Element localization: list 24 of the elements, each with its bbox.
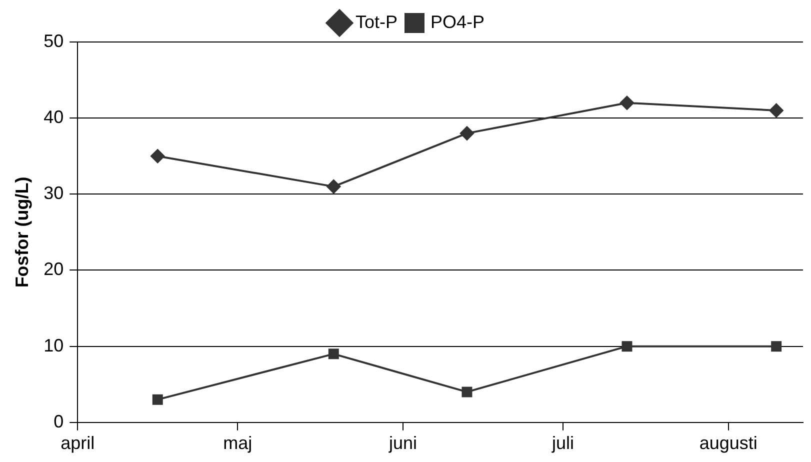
point (150, 149, 165, 164)
y-tick-label: 0 (54, 411, 64, 432)
y-tick-label: 20 (44, 259, 64, 280)
legend-label: Tot-P (355, 12, 398, 32)
x-tick-label: maj (223, 433, 252, 454)
x-tick-label: juli (550, 433, 574, 454)
point (620, 96, 634, 110)
x-tick-label: juni (388, 433, 417, 454)
point (326, 180, 341, 194)
point (771, 341, 782, 352)
point (460, 126, 474, 140)
x-tick-label: april (60, 433, 95, 454)
y-tick-label: 10 (44, 335, 64, 356)
point (328, 348, 339, 360)
point (152, 394, 163, 405)
y-axis-title: Fosfor (ug/L) (12, 176, 32, 288)
point (462, 386, 472, 398)
y-tick-label: 30 (44, 183, 64, 204)
y-tick-label: 40 (44, 107, 64, 128)
point (769, 103, 784, 118)
x-tick-label: augusti (699, 433, 758, 454)
point (622, 341, 632, 352)
y-tick-label: 50 (44, 30, 64, 51)
legend-label: PO4-P (430, 12, 485, 32)
